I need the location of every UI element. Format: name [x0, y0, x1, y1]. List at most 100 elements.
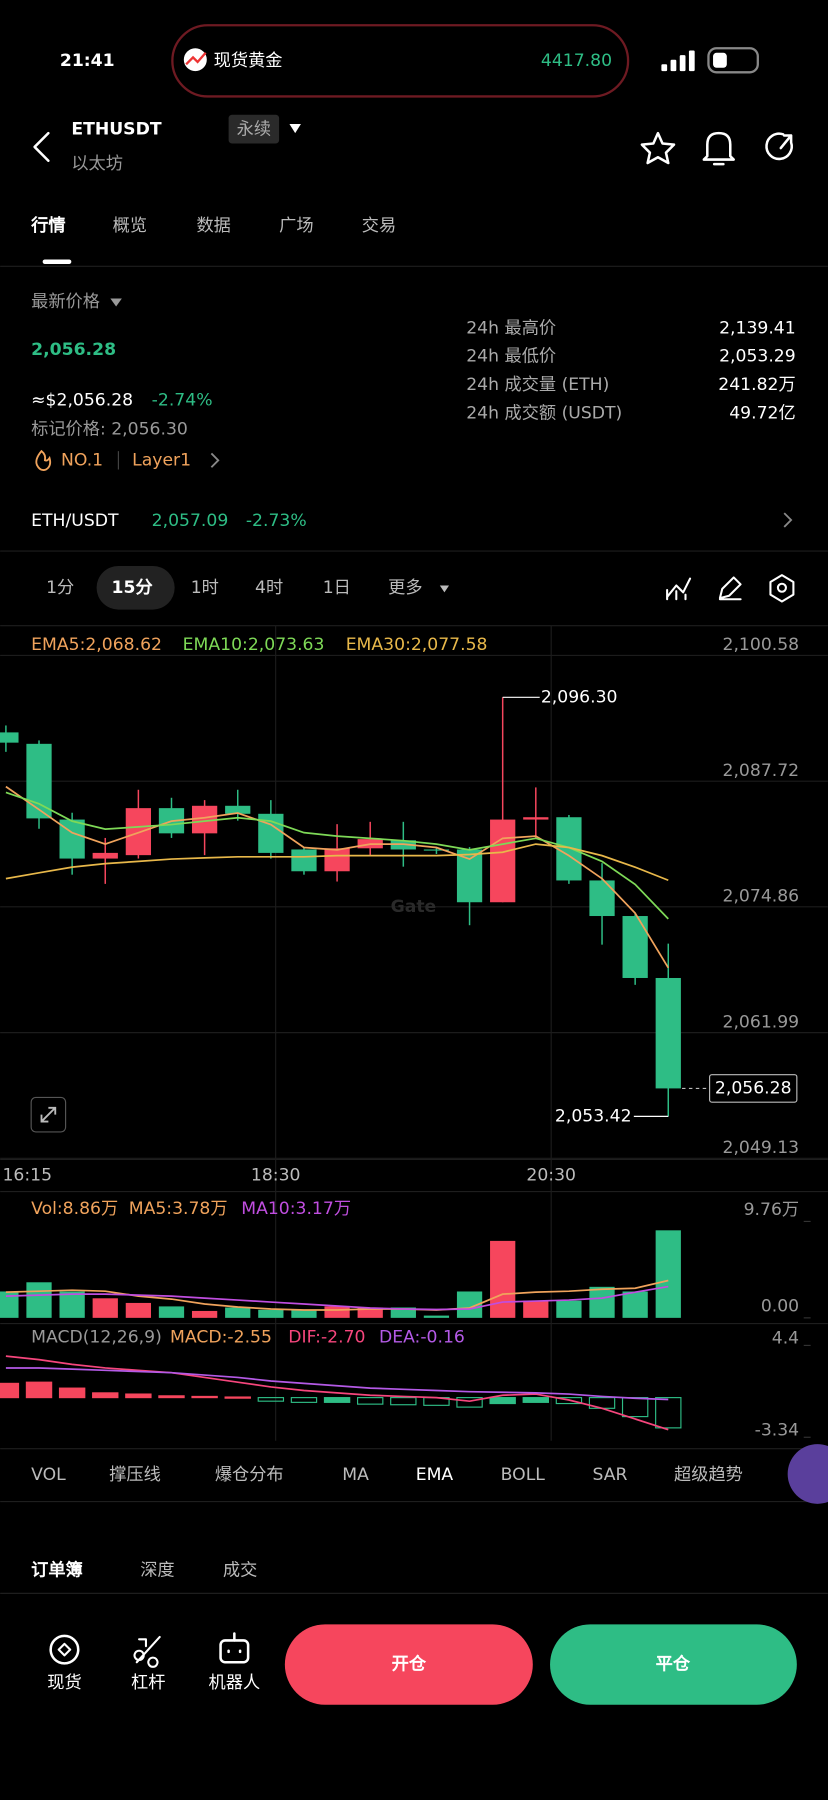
share-button[interactable] [765, 132, 793, 161]
margin-icon [133, 1635, 161, 1668]
interval-selected [96, 565, 175, 610]
x-tick-label: 20:30 [526, 1166, 576, 1186]
y-tick-label: 0.00 [761, 1296, 799, 1316]
y-tick-label: -3.34 [755, 1420, 800, 1440]
tab[interactable]: 交易 [362, 216, 396, 236]
volume-bar [258, 1309, 284, 1318]
volume-bar [26, 1282, 52, 1318]
more-dropdown[interactable] [439, 585, 450, 593]
interval[interactable]: 1日 [323, 578, 351, 598]
candle-body [324, 848, 350, 872]
nav-label[interactable]: 杠杆 [131, 1673, 165, 1693]
expand-button[interactable] [30, 1096, 67, 1133]
ema-line [5, 791, 669, 920]
volume-bar [291, 1309, 317, 1318]
battery [707, 47, 759, 74]
nav-label[interactable]: 机器人 [209, 1673, 261, 1693]
interval[interactable]: 4时 [255, 578, 283, 598]
spot-pair[interactable]: ETH/USDT [31, 511, 119, 531]
volume-ma-line [5, 1279, 669, 1311]
chevron[interactable] [783, 512, 793, 528]
settings-button[interactable] [769, 574, 795, 603]
last-price-box [709, 1074, 798, 1103]
open-button-label[interactable]: 开仓 [392, 1654, 427, 1675]
sector[interactable]: Layer1 [132, 450, 191, 470]
indicator-tab[interactable]: SAR [593, 1465, 628, 1485]
indicator-tab[interactable]: MA [342, 1465, 369, 1485]
chevron[interactable] [210, 452, 220, 468]
macd-bar [0, 1382, 20, 1399]
price-dropdown[interactable] [110, 298, 122, 307]
candle-body [0, 732, 19, 743]
ticker-icon-line [185, 52, 207, 66]
favorite-button[interactable] [640, 131, 676, 165]
stat-value: 241.82万 [718, 375, 795, 395]
macd-line [5, 1355, 669, 1431]
macd-bar [25, 1381, 53, 1399]
macd-bar [655, 1397, 682, 1429]
settings-button-dot [776, 582, 787, 593]
volume-bar [423, 1315, 450, 1318]
legend-entry: MA5:3.78万 [129, 1199, 228, 1219]
macd-bar [58, 1387, 86, 1399]
floating-button[interactable] [787, 1444, 828, 1504]
volume-bar [523, 1300, 549, 1318]
signal [661, 50, 695, 72]
alert-button[interactable] [702, 131, 735, 166]
tag-badge [228, 114, 280, 144]
indicator-tab[interactable]: VOL [31, 1465, 66, 1485]
candle-body [456, 849, 483, 903]
close-button[interactable] [550, 1624, 797, 1705]
tab[interactable]: 广场 [279, 216, 313, 236]
symbol-dropdown[interactable] [289, 123, 301, 134]
volume-bar [324, 1306, 350, 1318]
status-time: 21:41 [60, 51, 115, 71]
rank: NO.1 [61, 450, 103, 470]
symbol: ETHUSDT [71, 120, 162, 140]
book-tab[interactable]: 深度 [140, 1560, 174, 1580]
macd-bar [224, 1396, 251, 1399]
open-button[interactable] [284, 1624, 533, 1705]
symbol-subtitle: 以太坊 [71, 154, 123, 174]
book-tab[interactable]: 订单簿 [31, 1559, 83, 1580]
volume-bar [357, 1307, 383, 1318]
volume-bar [125, 1302, 152, 1318]
island [171, 24, 630, 98]
indicator-tab[interactable]: 撑压线 [109, 1465, 161, 1485]
back-button[interactable] [33, 131, 50, 162]
tab-underline [42, 259, 72, 265]
tab[interactable]: 概览 [113, 216, 147, 236]
indicator-tab[interactable]: EMA [416, 1465, 454, 1485]
macd-bar [456, 1397, 483, 1408]
y-tick-label: 2,061.99 [723, 1012, 800, 1032]
interval[interactable]: 1时 [191, 578, 219, 598]
volume-ma-line [5, 1285, 669, 1311]
volume-bar [59, 1291, 85, 1318]
book-tab[interactable]: 成交 [223, 1560, 257, 1580]
last-price-label: 2,056.28 [715, 1078, 792, 1098]
indicator-tab[interactable]: 超级趋势 [674, 1465, 743, 1485]
interval[interactable]: 更多 [388, 578, 422, 598]
candle-body [225, 805, 251, 814]
indicator-tab[interactable]: BOLL [501, 1465, 546, 1485]
tab[interactable]: 行情 [30, 215, 65, 236]
spot-icon [49, 1634, 80, 1665]
macd-value: MACD:-2.55 [170, 1327, 272, 1347]
stat-label: 24h 最低价 [466, 347, 556, 367]
indicator-button[interactable] [666, 577, 692, 601]
interval[interactable]: 1分 [46, 578, 74, 598]
close-button-label[interactable]: 平仓 [656, 1654, 691, 1675]
interval[interactable]: 15分 [112, 578, 154, 598]
tab[interactable]: 数据 [196, 216, 230, 236]
indicator-tab[interactable]: 爆仓分布 [215, 1465, 284, 1485]
legend-entry: EMA30:2,077.58 [346, 635, 488, 655]
draw-button[interactable] [718, 576, 742, 601]
watermark: Gate [391, 897, 437, 917]
nav-label[interactable]: 现货 [47, 1673, 81, 1693]
stat-value: 2,139.41 [719, 318, 796, 338]
low-label: 2,053.42 [555, 1106, 632, 1126]
battery-level [713, 52, 727, 68]
x-tick-label: 16:15 [2, 1166, 52, 1186]
